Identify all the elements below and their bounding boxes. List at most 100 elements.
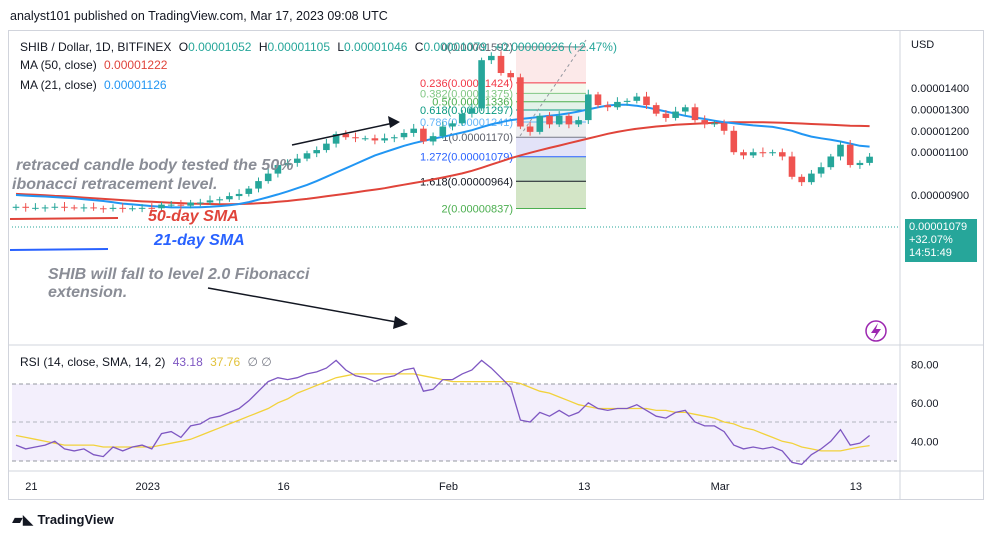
candle-body (148, 207, 156, 209)
ohlc-low: L0.00001046 (337, 40, 408, 54)
price-tick-label: 0.00001300 (911, 104, 969, 116)
candle-body (565, 115, 573, 125)
candle-body (352, 137, 359, 139)
candle-body (323, 143, 330, 151)
price-tick-label: 0.00001200 (911, 126, 969, 138)
brand-label: TradingView (37, 512, 114, 527)
candle-body (614, 101, 621, 108)
candle-body (604, 105, 611, 108)
symbol-label[interactable]: SHIB / Dollar, 1D, BITFINEX (20, 40, 172, 54)
candle-body (769, 152, 776, 154)
fib-level-label: 0.382(0.00001375) (420, 88, 513, 100)
annotation-fall-2[interactable]: extension. (48, 284, 128, 301)
rsi-line (15, 359, 871, 466)
candle-body (643, 96, 650, 106)
candle-body (313, 150, 320, 154)
fibonacci-tool[interactable]: 0(0.00001592) 0.236(0.00001424)0.382(0.00… (420, 42, 586, 216)
candle-body (808, 173, 815, 183)
annotation-sma50[interactable]: 50-day SMA (148, 208, 239, 225)
candle-body (749, 152, 757, 156)
candle-body (51, 206, 59, 208)
candle-body (400, 132, 408, 138)
candle-body (856, 162, 864, 166)
fib-level-label: 1.272(0.00001079) (420, 152, 513, 164)
time-tick-label: 13 (850, 481, 862, 493)
candle-body (410, 128, 417, 133)
candle-body (779, 152, 786, 157)
last-price-change: +32.07% (909, 234, 953, 246)
annotation-fall[interactable]: SHIB will fall to level 2.0 Fibonacci (48, 266, 310, 283)
tradingview-brand[interactable]: ▰◣ TradingView (12, 511, 114, 528)
candle-body (371, 138, 379, 141)
fib-level-label: 1.618(0.00000964) (420, 176, 513, 188)
fib-zone (516, 93, 586, 102)
rsi-tick-label: 40.00 (911, 436, 939, 448)
candle-body (623, 100, 631, 102)
time-tick-label: Mar (711, 481, 730, 493)
candle-body (226, 196, 233, 200)
candle-body (730, 130, 738, 153)
legend-ma21[interactable]: MA (21, close) 0.00001126 (20, 78, 167, 92)
candle-body (361, 138, 369, 140)
candle-body (759, 152, 767, 154)
ohlc-close: C0.00001079 (414, 40, 487, 54)
ma50-value: 0.00001222 (104, 58, 168, 72)
candle-body (585, 94, 592, 121)
candle-body (439, 126, 447, 137)
annotation-sma21[interactable]: 21-day SMA (154, 232, 245, 249)
fib-zone (516, 82, 586, 94)
annotation-retrace[interactable]: retraced candle body tested the 50% (16, 157, 294, 174)
ma21-value: 0.00001126 (104, 78, 167, 92)
time-tick-label: 13 (578, 481, 590, 493)
candle-body (235, 193, 243, 197)
fib-zone (516, 156, 586, 182)
arrow-retrace[interactable] (291, 116, 400, 146)
ohlc-open: O0.00001052 (178, 40, 252, 54)
fib-zone (516, 101, 586, 111)
candle-body (633, 96, 641, 101)
legend-ma50[interactable]: MA (50, close) 0.00001222 (20, 58, 167, 72)
candle-body (497, 55, 505, 74)
rsi-lines (15, 359, 871, 466)
candle-body (517, 77, 524, 127)
ohlc-high: H0.00001105 (258, 40, 330, 54)
rsi-na-value: ∅ ∅ (247, 355, 272, 369)
candle-body (546, 115, 553, 125)
price-tick-label: 0.00001400 (911, 83, 969, 95)
sma21-marker-line (9, 248, 109, 251)
candle-body (381, 138, 388, 141)
candle-body (488, 55, 495, 61)
arrow-fall[interactable] (207, 287, 408, 329)
legend-rsi[interactable]: RSI (14, close, SMA, 14, 2) 43.18 37.76 … (20, 355, 272, 369)
fib-zone (516, 181, 586, 209)
price-tick-label: 0.00000900 (911, 190, 969, 202)
currency-label: USD (911, 39, 934, 51)
candle-body (294, 158, 301, 163)
candle-body (701, 120, 708, 125)
candle-body (129, 208, 136, 210)
bar-countdown: 14:51:49 (909, 247, 952, 259)
candle-body (575, 120, 582, 125)
lightning-icon[interactable] (865, 320, 887, 342)
candle-body (197, 202, 204, 204)
time-tick-label: 21 (25, 481, 37, 493)
candle-body (41, 207, 49, 209)
candle-body (837, 144, 844, 157)
candle-body (61, 206, 68, 208)
candle-body (817, 167, 825, 174)
candle-body (255, 181, 262, 189)
publisher-header: analyst101 published on TradingView.com,… (10, 9, 388, 23)
candle-body (274, 165, 282, 174)
candle-body (682, 107, 689, 112)
sma50-marker-line (9, 217, 119, 220)
candle-body (177, 204, 185, 206)
candle-body (788, 156, 796, 177)
candle-body (672, 111, 679, 118)
candle-body (429, 136, 437, 142)
candle-body (555, 115, 563, 125)
candle-body (70, 207, 78, 209)
candle-body (187, 202, 194, 206)
annotation-retrace-2[interactable]: ibonacci retracement level. (12, 176, 218, 193)
candle-body (691, 107, 699, 121)
